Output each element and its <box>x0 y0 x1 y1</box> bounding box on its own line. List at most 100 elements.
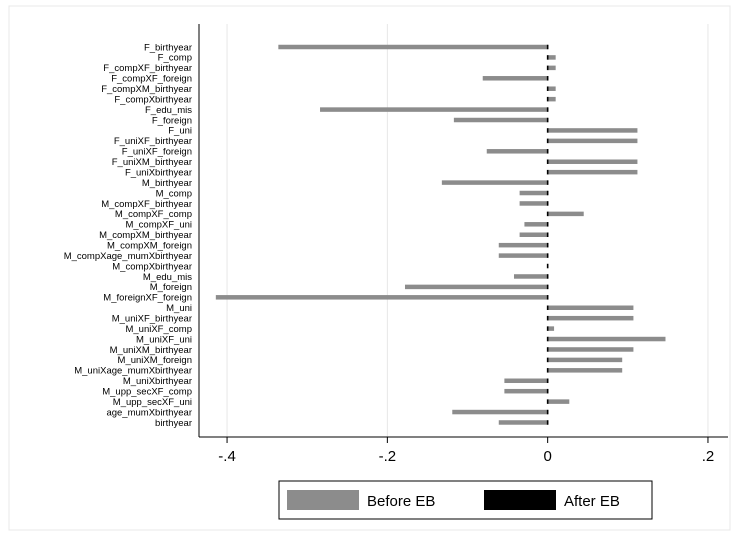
category-label: M_compXage_mumXbirthyear <box>64 251 192 262</box>
category-label: M_upp_secXF_comp <box>102 386 192 397</box>
bar-after-eb <box>547 118 549 123</box>
bar-before-eb <box>499 243 548 248</box>
category-label: F_uniXF_foreign <box>122 147 192 158</box>
bar-before-eb <box>548 316 634 321</box>
bar-before-eb <box>483 76 548 81</box>
bar-before-eb <box>278 45 547 50</box>
bar-after-eb <box>547 243 549 248</box>
bar-before-eb <box>548 139 638 144</box>
category-label: F_compXbirthyear <box>114 94 192 105</box>
bar-after-eb <box>547 232 549 237</box>
bar-before-eb <box>520 191 548 196</box>
bar-before-eb <box>548 399 570 404</box>
category-label: M_comp <box>156 188 192 199</box>
category-label: M_compXbirthyear <box>112 261 192 272</box>
bar-after-eb <box>547 76 549 81</box>
bar-before-eb <box>548 97 556 102</box>
bar-before-eb <box>487 149 548 154</box>
bar-before-eb <box>216 295 548 300</box>
bar-before-eb <box>504 389 547 394</box>
category-label: age_mumXbirthyear <box>106 407 192 418</box>
category-label: F_compXF_foreign <box>111 74 192 85</box>
bar-before-eb <box>548 326 554 331</box>
bar-after-eb <box>547 358 549 363</box>
bar-after-eb <box>547 97 549 102</box>
bar-after-eb <box>547 55 549 60</box>
bar-after-eb <box>547 149 549 154</box>
bar-before-eb <box>548 66 556 71</box>
bar-before-eb <box>520 201 548 206</box>
category-label: M_uniXF_uni <box>136 334 192 345</box>
category-label: M_upp_secXF_uni <box>113 397 192 408</box>
bar-after-eb <box>547 253 549 258</box>
bar-before-eb <box>548 55 556 60</box>
x-tick-label: .2 <box>702 448 715 465</box>
category-label: F_uniXF_birthyear <box>114 136 192 147</box>
bar-before-eb <box>504 379 547 384</box>
category-label: F_birthyear <box>144 42 192 53</box>
bar-before-eb <box>548 358 623 363</box>
bar-after-eb <box>547 420 549 425</box>
legend-label-before-eb: Before EB <box>367 493 435 510</box>
bar-after-eb <box>547 139 549 144</box>
category-label: M_uniXage_mumXbirthyear <box>74 366 192 377</box>
legend-swatch-after-eb <box>484 490 556 510</box>
bar-after-eb <box>547 66 549 71</box>
category-label: F_uniXbirthyear <box>125 167 192 178</box>
bar-before-eb <box>520 232 548 237</box>
category-label: M_edu_mis <box>143 272 192 283</box>
category-label: M_uniXF_birthyear <box>112 313 192 324</box>
category-label: M_uniXM_foreign <box>118 355 192 366</box>
category-label: F_compXM_birthyear <box>101 84 192 95</box>
category-label: F_compXF_birthyear <box>103 63 192 74</box>
category-label: M_compXM_foreign <box>107 240 192 251</box>
bar-after-eb <box>547 212 549 217</box>
category-label: M_compXF_comp <box>115 209 192 220</box>
bar-before-eb <box>320 107 548 112</box>
category-label: F_uni <box>168 126 192 137</box>
bar-after-eb <box>547 347 549 352</box>
bar-before-eb <box>548 337 666 342</box>
bar-before-eb <box>499 420 548 425</box>
bar-after-eb <box>547 285 549 290</box>
category-label: M_uniXbirthyear <box>123 376 192 387</box>
bar-after-eb <box>547 222 549 227</box>
bar-before-eb <box>514 274 548 279</box>
bar-after-eb <box>547 170 549 175</box>
category-label: F_edu_mis <box>145 105 192 116</box>
bar-after-eb <box>547 326 549 331</box>
bar-after-eb <box>547 201 549 206</box>
bar-after-eb <box>547 191 549 196</box>
category-label: M_uniXF_comp <box>125 324 192 335</box>
bar-before-eb <box>548 347 634 352</box>
category-label: birthyear <box>155 418 192 429</box>
bar-after-eb <box>547 107 549 112</box>
bar-after-eb <box>547 86 549 91</box>
bar-before-eb <box>548 212 584 217</box>
bar-after-eb <box>547 337 549 342</box>
bar-before-eb <box>454 118 548 123</box>
bar-after-eb <box>547 306 549 311</box>
x-tick-label: -.2 <box>379 448 397 465</box>
bar-before-eb <box>405 285 548 290</box>
bar-after-eb <box>547 410 549 415</box>
category-label: M_foreignXF_foreign <box>103 293 192 304</box>
bar-after-eb <box>547 368 549 373</box>
x-tick-label: -.4 <box>218 448 236 465</box>
category-label: M_compXM_birthyear <box>99 230 192 241</box>
bar-before-eb <box>548 368 623 373</box>
bar-after-eb <box>547 180 549 185</box>
bar-before-eb <box>548 128 638 133</box>
category-label: M_uni <box>166 303 192 314</box>
bar-before-eb <box>548 159 638 164</box>
category-label: M_uniXM_birthyear <box>110 345 192 356</box>
category-label: F_foreign <box>152 115 192 126</box>
bar-before-eb <box>548 306 634 311</box>
bar-before-eb <box>499 253 548 258</box>
bar-after-eb <box>547 389 549 394</box>
bar-after-eb <box>547 264 549 269</box>
bar-before-eb <box>548 86 556 91</box>
